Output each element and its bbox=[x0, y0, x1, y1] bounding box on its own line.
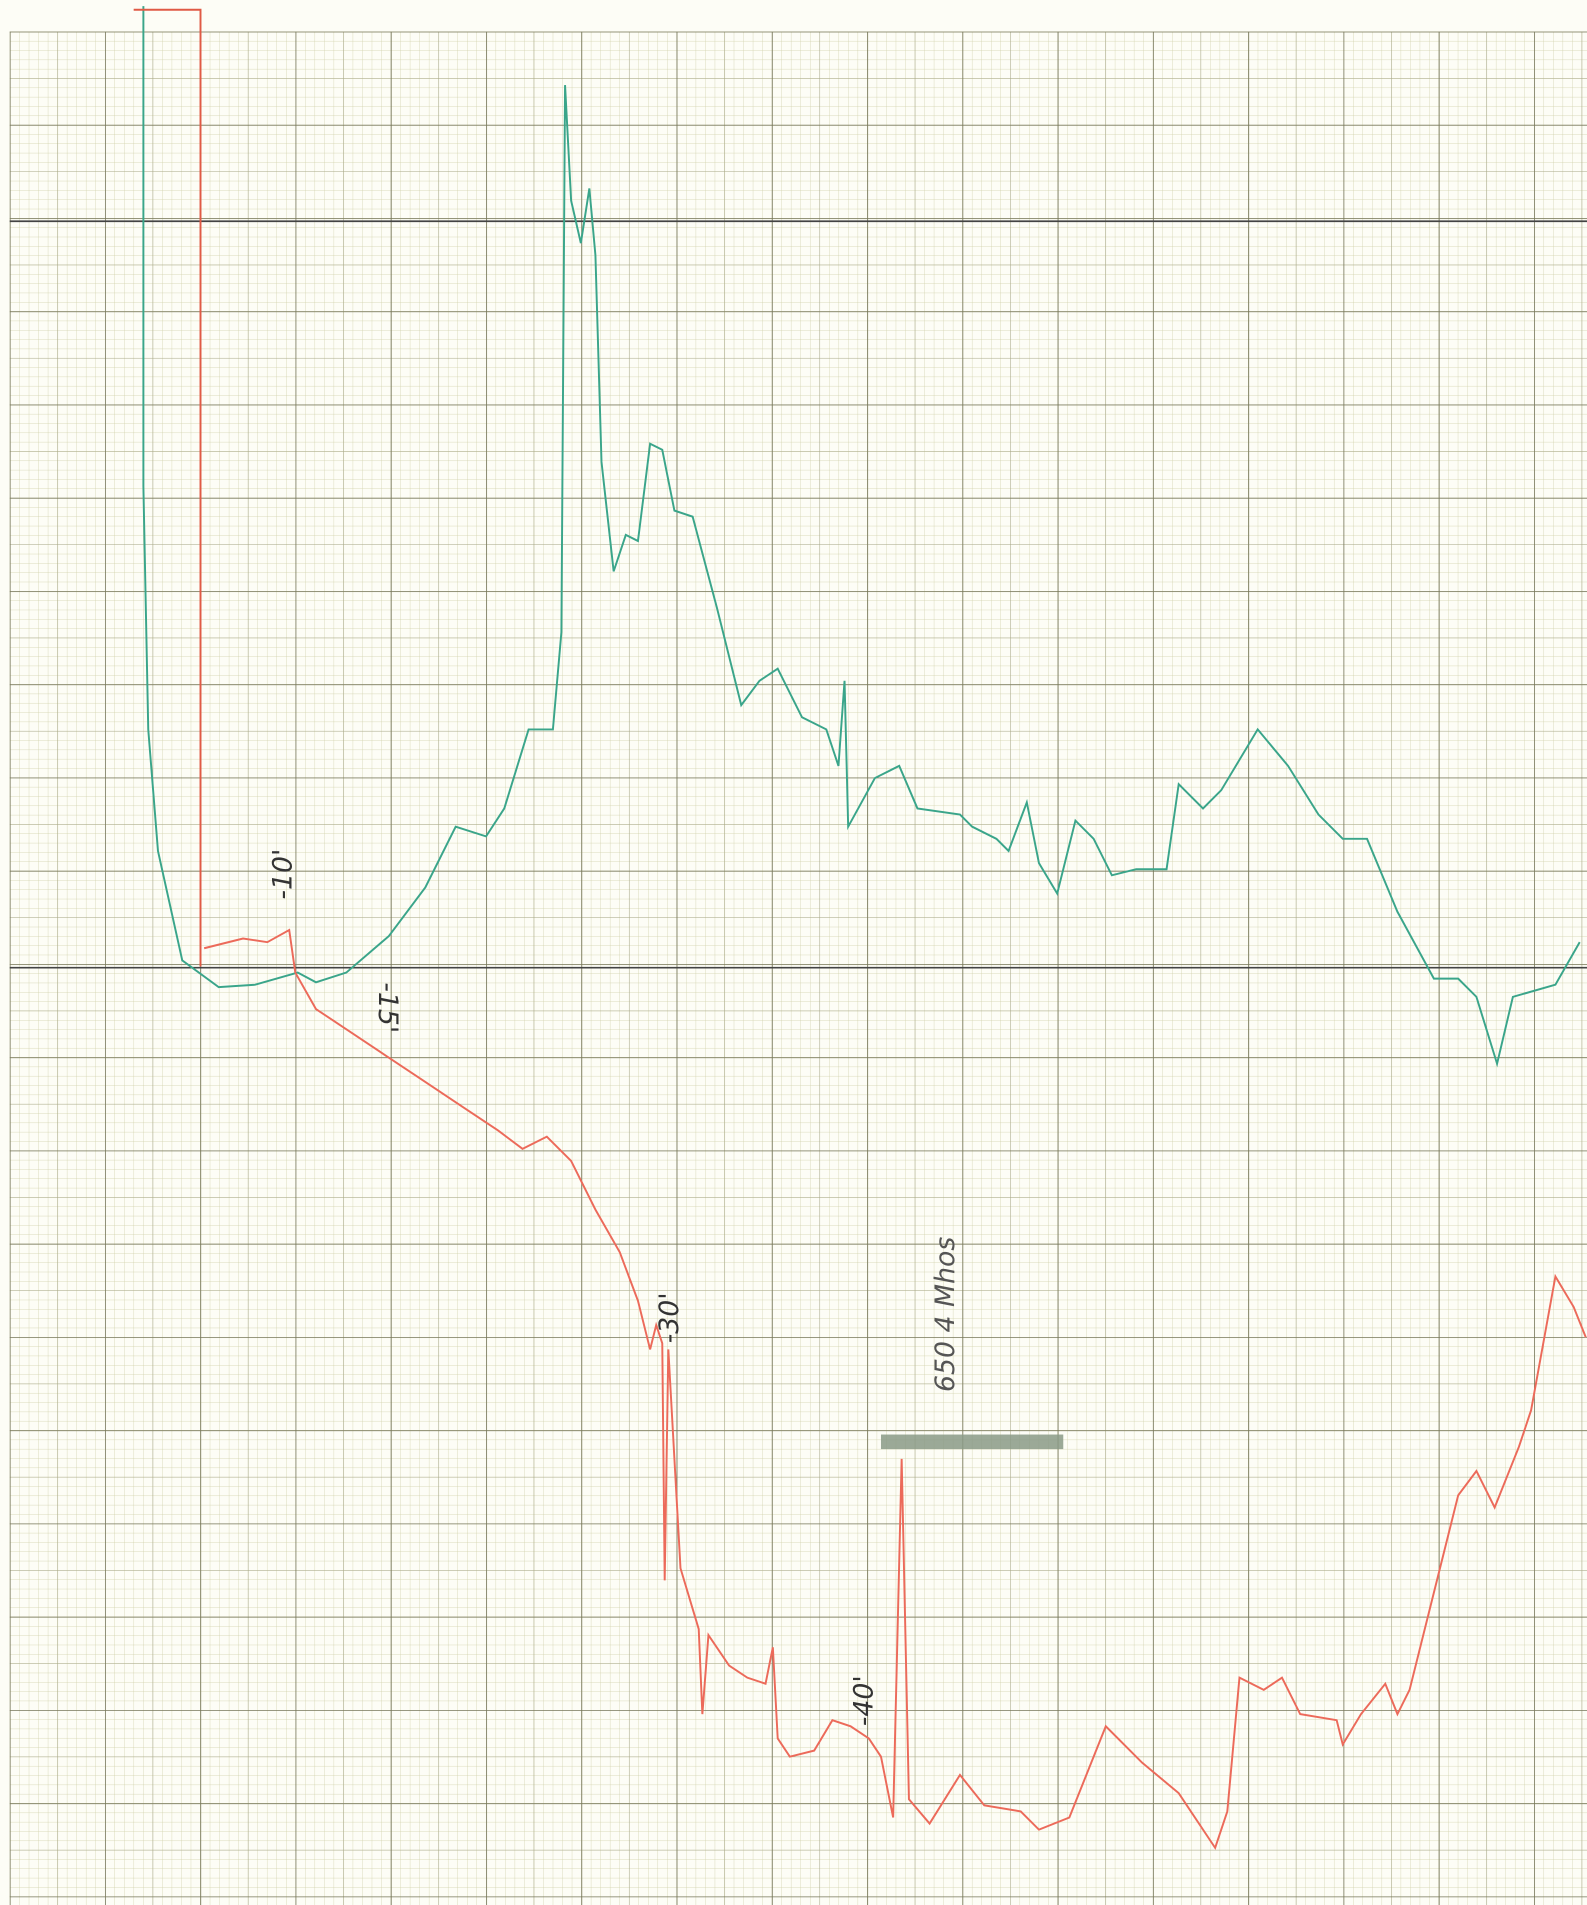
annotation: -40' bbox=[848, 1675, 879, 1726]
bar-mark bbox=[880, 1434, 1064, 1450]
annotation: -10' bbox=[268, 849, 299, 900]
annotation: -15' bbox=[372, 982, 403, 1033]
annotation: -30' bbox=[654, 1292, 685, 1343]
green-trace bbox=[142, 6, 1581, 1068]
red-trace bbox=[203, 928, 1587, 1851]
annotation: 650 4 Mhos bbox=[930, 1237, 961, 1392]
red-marker bbox=[133, 8, 202, 967]
